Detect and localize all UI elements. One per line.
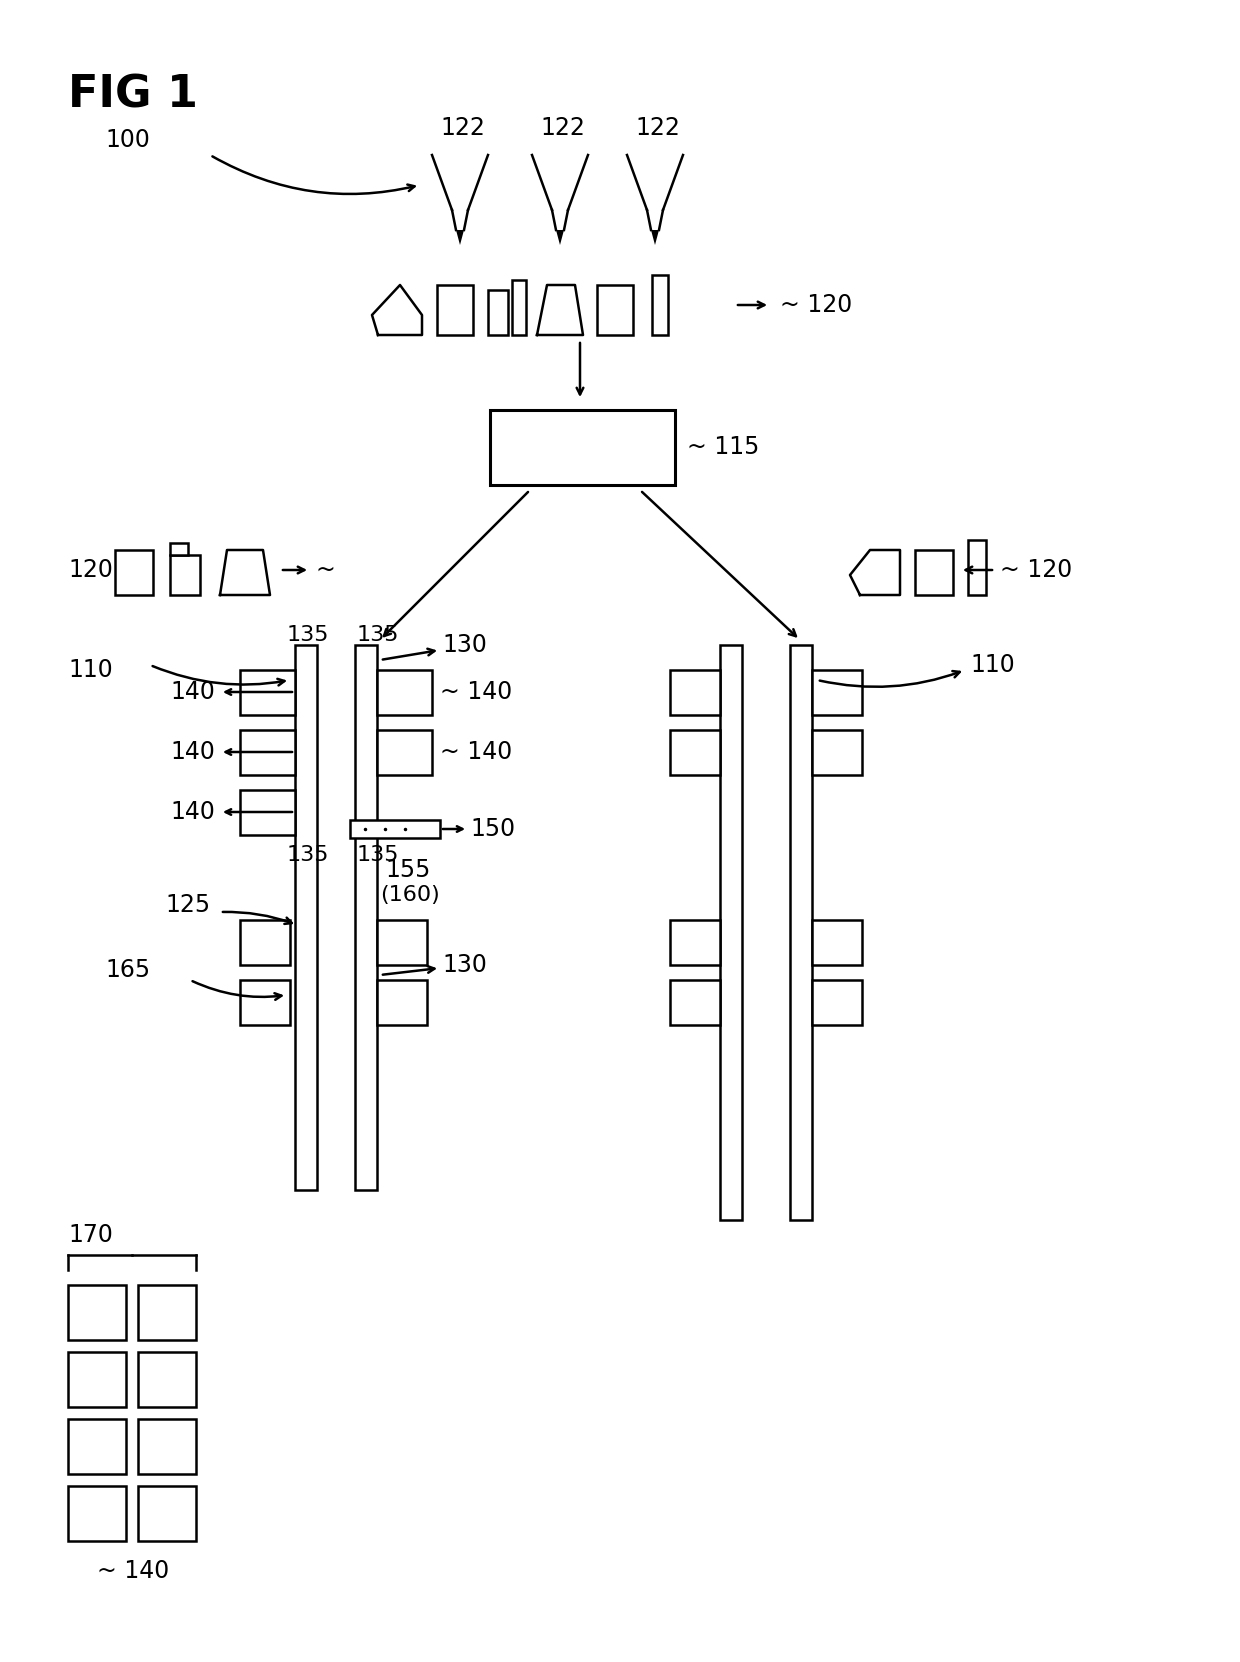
Text: 135: 135: [286, 625, 330, 645]
Bar: [915, 550, 954, 595]
Bar: [490, 411, 675, 485]
Polygon shape: [456, 229, 464, 244]
Polygon shape: [556, 229, 564, 244]
Bar: [138, 1486, 196, 1541]
Text: ~ 120: ~ 120: [780, 293, 852, 317]
Bar: [512, 279, 526, 336]
Text: (160): (160): [379, 884, 440, 906]
Bar: [68, 1486, 126, 1541]
Bar: [377, 730, 432, 774]
Bar: [241, 789, 295, 834]
Text: 130: 130: [441, 952, 487, 977]
Bar: [138, 1419, 196, 1474]
Bar: [138, 1351, 196, 1408]
Bar: [377, 670, 432, 715]
Text: 122: 122: [440, 116, 485, 140]
Bar: [968, 540, 986, 595]
Bar: [68, 1351, 126, 1408]
Bar: [377, 981, 427, 1025]
Polygon shape: [651, 229, 658, 244]
Bar: [670, 981, 720, 1025]
Text: 110: 110: [970, 653, 1014, 676]
Bar: [790, 645, 812, 1220]
Bar: [812, 730, 862, 774]
Text: 122: 122: [539, 116, 585, 140]
Bar: [170, 543, 188, 555]
Text: 120: 120: [68, 558, 113, 582]
Text: 140: 140: [170, 799, 215, 824]
Text: ~ 140: ~ 140: [97, 1559, 169, 1582]
Bar: [670, 730, 720, 774]
Text: 130: 130: [441, 633, 487, 656]
Text: ~ 120: ~ 120: [999, 558, 1073, 582]
Text: 150: 150: [470, 818, 515, 841]
Bar: [115, 550, 153, 595]
Bar: [596, 284, 632, 336]
Bar: [436, 284, 472, 336]
Bar: [241, 670, 295, 715]
Bar: [350, 819, 440, 838]
Bar: [68, 1285, 126, 1340]
Text: ~ 115: ~ 115: [687, 435, 759, 459]
Text: ~ 140: ~ 140: [440, 680, 512, 705]
Bar: [241, 921, 290, 966]
Text: ~: ~: [315, 558, 335, 582]
Bar: [355, 645, 377, 1190]
Text: 110: 110: [68, 658, 113, 681]
Bar: [670, 921, 720, 966]
Bar: [68, 1419, 126, 1474]
Bar: [241, 730, 295, 774]
Text: 140: 140: [170, 740, 215, 765]
Bar: [812, 921, 862, 966]
Bar: [138, 1285, 196, 1340]
Text: 125: 125: [165, 892, 210, 917]
Text: 155: 155: [384, 858, 430, 883]
Bar: [241, 981, 290, 1025]
Bar: [489, 289, 508, 336]
Text: 100: 100: [105, 128, 150, 151]
Bar: [812, 981, 862, 1025]
Text: 170: 170: [68, 1223, 113, 1246]
Text: 165: 165: [105, 957, 150, 982]
Text: 140: 140: [170, 680, 215, 705]
Bar: [377, 921, 427, 966]
Bar: [170, 555, 200, 595]
Bar: [652, 274, 668, 336]
Bar: [812, 670, 862, 715]
Text: ~ 140: ~ 140: [440, 740, 512, 765]
Text: 135: 135: [286, 844, 330, 864]
Bar: [295, 645, 317, 1190]
Bar: [670, 670, 720, 715]
Text: 135: 135: [357, 844, 399, 864]
Bar: [720, 645, 742, 1220]
Text: 122: 122: [635, 116, 680, 140]
Text: FIG 1: FIG 1: [68, 73, 198, 116]
Text: 135: 135: [357, 625, 399, 645]
